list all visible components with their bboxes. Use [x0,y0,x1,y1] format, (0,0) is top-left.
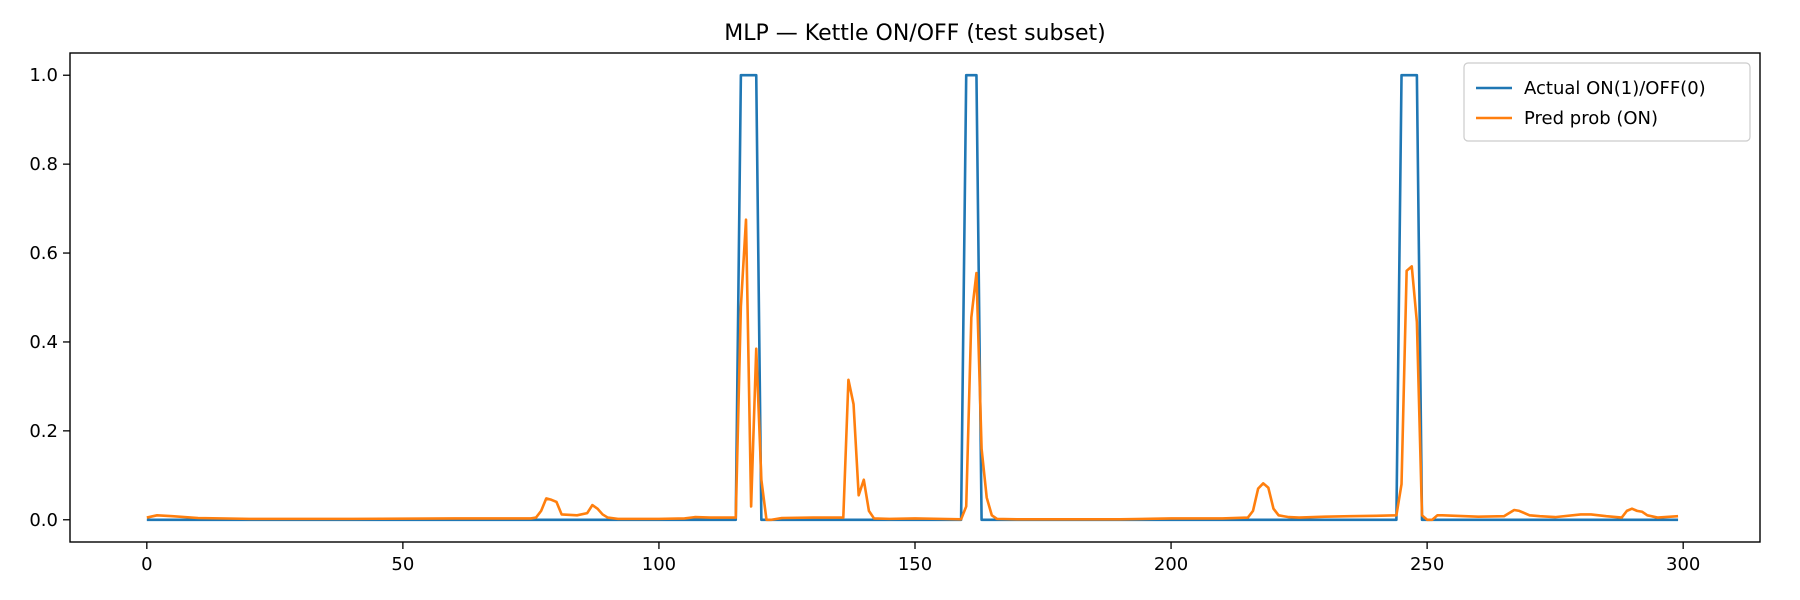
chart-title: MLP — Kettle ON/OFF (test subset) [724,21,1105,46]
series-line-1 [146,218,1679,522]
x-tick-label: 150 [898,554,932,575]
x-tick-label: 200 [1154,554,1188,575]
x-tick-label: 50 [391,554,414,575]
legend: Actual ON(1)/OFF(0) Pred prob (ON) [1463,62,1751,142]
y-tick-label: 1.0 [29,65,58,86]
series-layer [146,73,1679,522]
legend-label-0: Actual ON(1)/OFF(0) [1524,78,1706,99]
x-tick-label: 100 [642,554,676,575]
y-tick-label: 0.4 [29,332,58,353]
axes-layer: 0 50 100 150 200 250 300 0.0 0.2 0.4 0.6 0.8 1.0 [29,52,1761,575]
y-tick-label: 0.0 [29,510,58,531]
x-tick-label: 300 [1666,554,1700,575]
series-line-0 [146,73,1679,522]
x-tick-label: 250 [1410,554,1444,575]
y-tick-label: 0.8 [29,154,58,175]
y-tick-label: 0.6 [29,243,58,264]
x-tick-label: 0 [141,554,152,575]
y-tick-label: 0.2 [29,421,58,442]
legend-box [1463,62,1751,142]
legend-label-1: Pred prob (ON) [1524,108,1658,129]
